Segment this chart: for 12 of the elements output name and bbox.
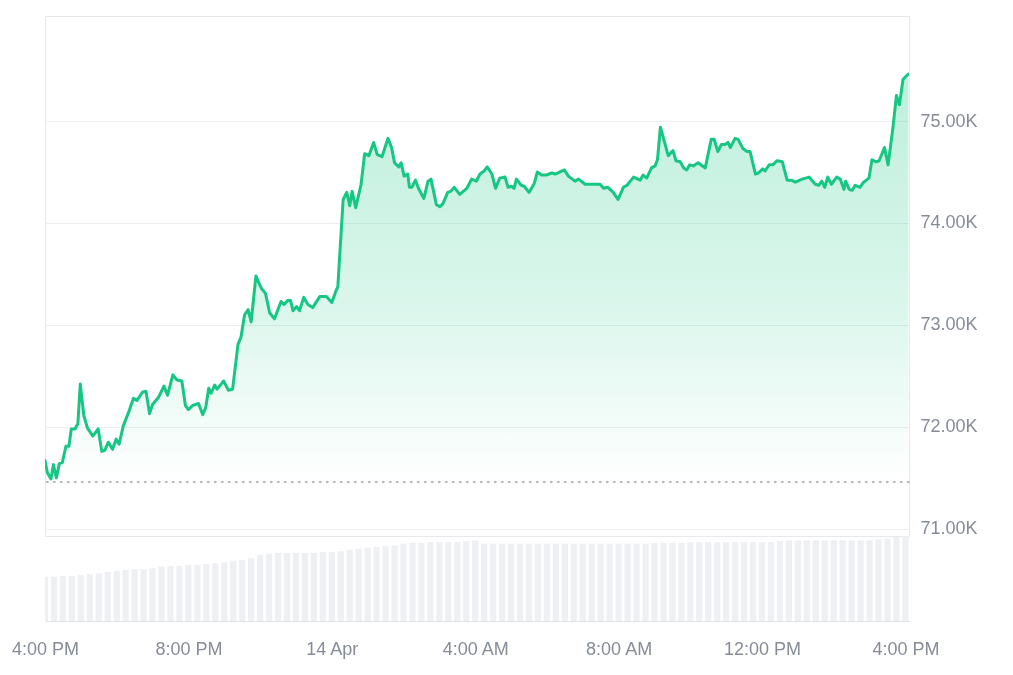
x-tick-label: 4:00 AM (442, 638, 509, 659)
x-tick-label: 8:00 PM (155, 638, 223, 659)
y-tick-label: 74.00K (920, 212, 978, 233)
y-tick-label: 72.00K (920, 416, 978, 437)
x-tick-label: 8:00 AM (586, 638, 653, 659)
y-tick-label: 73.00K (920, 314, 978, 335)
y-tick-label: 75.00K (920, 110, 978, 131)
y-tick-label: 71.00K (920, 518, 978, 539)
x-tick-label: 4:00 PM (872, 638, 940, 659)
x-tick-label: 4:00 PM (11, 638, 80, 659)
x-tick-label: 14 Apr (306, 638, 359, 659)
x-tick-label: 12:00 PM (723, 638, 802, 659)
